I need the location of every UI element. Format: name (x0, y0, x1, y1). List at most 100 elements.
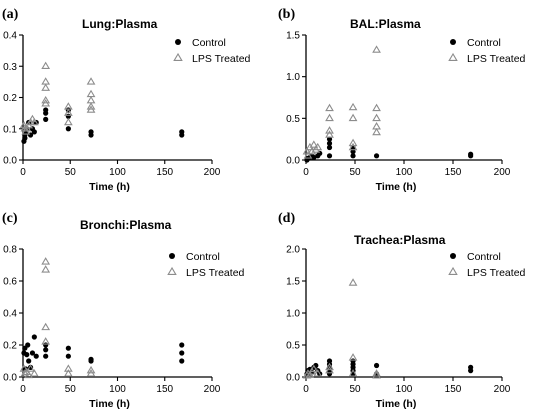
data-point-lps-treated (19, 120, 29, 129)
data-point-control (43, 107, 49, 113)
panel-letter: (d) (278, 211, 295, 226)
data-point-lps-treated (41, 257, 51, 265)
y-tick-label: 2.0 (286, 245, 300, 256)
data-point-lps-treated (63, 369, 73, 377)
x-tick-label: 150 (445, 384, 462, 395)
data-point-lps-treated (372, 127, 381, 136)
data-point-control (43, 353, 49, 359)
legend-label: LPS Treated (467, 267, 526, 279)
x-tick-label: 200 (204, 167, 221, 178)
series-lps-treated (302, 45, 381, 159)
panel-letter: (a) (2, 7, 19, 22)
y-tick-label: 0.2 (3, 93, 17, 104)
x-tick-label: 200 (494, 167, 511, 178)
series-control (21, 334, 185, 372)
data-point-control (29, 350, 36, 356)
y-tick-label: 0.4 (3, 31, 17, 42)
data-point-lps-treated (86, 369, 96, 377)
data-point-lps-treated (41, 77, 51, 85)
x-tick-label: 200 (204, 384, 221, 395)
legend-marker-lps-treated (448, 52, 458, 62)
data-point-lps-treated (325, 126, 334, 134)
legend-marker-lps-treated (448, 266, 458, 276)
data-point-control (326, 136, 333, 142)
data-point-lps-treated (41, 99, 51, 107)
y-tick-label: 0.0 (3, 373, 17, 384)
x-tick-label: 100 (109, 167, 126, 178)
y-tick-label: 0.0 (3, 156, 17, 167)
panel-letter: (c) (2, 211, 18, 226)
x-tick-label: 200 (494, 384, 511, 395)
data-point-control (33, 353, 39, 359)
data-point-lps-treated (313, 369, 323, 377)
y-tick-label: 1.5 (286, 277, 300, 288)
legend-label: Control (467, 251, 501, 263)
x-axis-label: Time (h) (89, 181, 130, 193)
series-lps-treated (302, 278, 381, 379)
data-point-control (179, 350, 185, 356)
chart-title: Trachea:Plasma (354, 233, 446, 247)
y-tick-label: 0.5 (286, 341, 300, 352)
y-tick-label: 0.0 (286, 373, 300, 384)
data-point-lps-treated (86, 89, 96, 98)
data-point-lps-treated (29, 117, 39, 126)
panel-d: (d) Trachea:Plasma 0 50 100 150 200 0.0 0.5 1.0 1.… (278, 211, 526, 410)
data-point-lps-treated (325, 362, 334, 371)
data-point-lps-treated (372, 369, 381, 377)
data-point-control (43, 342, 49, 348)
data-point-lps-treated (372, 113, 381, 122)
data-point-lps-treated (63, 117, 73, 126)
data-point-lps-treated (348, 353, 358, 361)
data-point-lps-treated (41, 265, 51, 273)
x-tick-label: 100 (109, 384, 126, 395)
series-lps-treated (19, 257, 96, 379)
x-tick-label: 0 (303, 384, 309, 395)
data-point-control (468, 151, 474, 157)
y-tick-label: 1.0 (286, 309, 300, 320)
data-point-control (350, 153, 356, 159)
panel-a: (a) Lung:Plasma 0 50 100 150 200 0.0 0.1 0.2 0.3 0.… (2, 7, 251, 193)
data-point-control (179, 358, 185, 364)
data-point-lps-treated (86, 77, 96, 85)
data-point-control (25, 342, 31, 348)
legend: Control LPS Treated (167, 251, 245, 279)
data-point-lps-treated (86, 365, 96, 374)
data-point-lps-treated (26, 364, 35, 372)
data-point-control (350, 149, 356, 155)
series-lps-treated (19, 61, 96, 135)
y-tick-label: 0.6 (3, 277, 17, 288)
data-point-lps-treated (348, 102, 358, 111)
legend-label: Control (192, 37, 226, 49)
data-point-control (468, 368, 474, 374)
y-tick-label: 1.5 (286, 31, 300, 42)
chart-title: Lung:Plasma (82, 17, 158, 31)
data-point-lps-treated (309, 140, 319, 148)
data-point-control (373, 362, 380, 369)
x-tick-label: 150 (156, 384, 173, 395)
data-point-control (31, 129, 37, 135)
data-point-control (326, 144, 333, 151)
legend-label: LPS Treated (186, 267, 245, 279)
y-tick-label: 0.5 (286, 114, 300, 125)
x-axis-label: Time (h) (376, 398, 417, 410)
data-point-lps-treated (372, 45, 381, 53)
x-tick-label: 100 (396, 384, 413, 395)
y-tick-label: 0.1 (3, 124, 17, 135)
legend-label: Control (467, 37, 501, 49)
series-control (304, 136, 474, 163)
legend: Control LPS Treated (448, 37, 526, 65)
data-point-lps-treated (348, 113, 358, 122)
data-point-lps-treated (325, 113, 334, 122)
data-point-control (43, 347, 49, 353)
panel-letter: (b) (278, 7, 295, 22)
x-tick-label: 50 (65, 384, 77, 395)
legend-marker-control (175, 39, 181, 45)
data-point-lps-treated (20, 369, 30, 377)
data-point-control (65, 345, 71, 351)
legend: Control LPS Treated (173, 37, 251, 65)
data-point-control (317, 150, 323, 156)
data-point-control (43, 116, 49, 122)
data-point-control (311, 154, 317, 161)
data-point-lps-treated (86, 95, 96, 104)
